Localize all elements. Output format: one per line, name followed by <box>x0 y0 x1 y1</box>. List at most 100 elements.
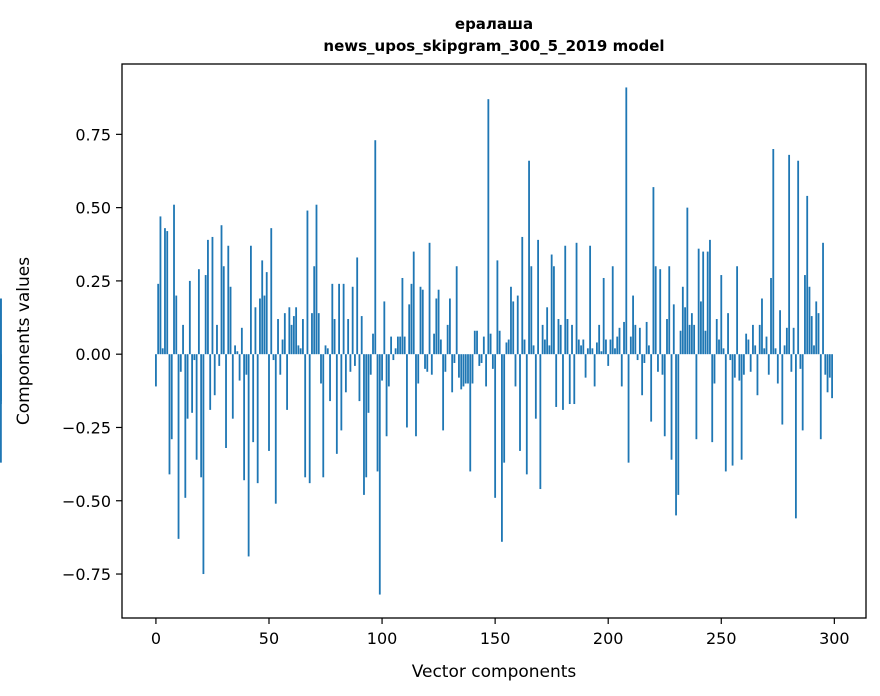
bar <box>718 339 720 355</box>
y-axis: −0.75 −0.50 −0.25 0.00 0.25 0.50 0.75 <box>62 125 122 584</box>
bar <box>550 254 553 355</box>
bar <box>193 354 196 361</box>
bar <box>568 354 571 405</box>
bar <box>634 324 637 355</box>
bar <box>403 336 406 355</box>
bar <box>453 354 456 363</box>
bar <box>369 354 372 375</box>
bar <box>765 336 768 355</box>
bar <box>197 269 200 355</box>
bar <box>503 354 506 463</box>
bar <box>580 345 582 355</box>
bar <box>663 354 666 437</box>
bar <box>415 354 417 437</box>
bar <box>442 354 445 431</box>
bar <box>277 319 279 355</box>
bar <box>173 204 175 355</box>
bar <box>618 327 621 355</box>
bar <box>530 266 533 355</box>
bar <box>471 354 474 384</box>
bar <box>245 354 248 375</box>
bar <box>308 354 311 484</box>
bar <box>464 354 467 384</box>
bar <box>392 354 395 361</box>
bar <box>534 354 537 419</box>
bar <box>697 248 700 355</box>
x-tick-label: 100 <box>367 629 398 648</box>
bar <box>288 307 291 355</box>
bar <box>801 354 804 431</box>
bar <box>553 266 555 355</box>
bar <box>225 354 227 448</box>
chart-title-line-2: news_upos_skipgram_300_5_2019 model <box>323 37 664 55</box>
bar <box>813 345 815 355</box>
bar <box>519 354 521 451</box>
bar <box>704 330 707 355</box>
bar <box>702 251 705 355</box>
bar <box>207 239 209 355</box>
bar <box>401 277 404 355</box>
chart-title-line-1: ералаша <box>455 15 533 33</box>
bar <box>283 313 286 355</box>
bar <box>722 348 725 355</box>
bar <box>657 354 659 372</box>
bar <box>593 354 596 387</box>
bar <box>449 298 451 355</box>
bar <box>684 307 686 355</box>
x-tick-label: 200 <box>593 629 624 648</box>
bar <box>724 354 727 472</box>
bar <box>428 242 431 355</box>
bar <box>487 99 490 355</box>
bar <box>528 160 530 355</box>
bar <box>824 354 827 375</box>
bar <box>451 354 454 393</box>
bar <box>236 351 239 355</box>
bar <box>222 266 225 355</box>
bar <box>546 307 549 355</box>
bar <box>473 330 476 355</box>
bar <box>358 354 361 402</box>
bar <box>478 354 481 366</box>
bar <box>822 242 824 355</box>
bar <box>200 354 203 478</box>
bar <box>507 339 510 355</box>
bar <box>444 354 447 372</box>
bar <box>182 324 184 355</box>
bar <box>573 354 576 405</box>
x-tick-label: 250 <box>706 629 737 648</box>
bar <box>311 313 313 355</box>
bar <box>794 354 797 519</box>
bar <box>349 354 352 372</box>
bar <box>424 354 426 369</box>
y-tick-label: 0.25 <box>75 272 111 291</box>
bar <box>317 313 320 355</box>
bar <box>188 280 191 355</box>
bar <box>159 216 162 355</box>
bar <box>616 336 619 355</box>
bar <box>745 333 748 355</box>
bar <box>713 354 716 384</box>
y-tick-label: −0.25 <box>62 418 111 437</box>
bar <box>227 245 230 355</box>
bar <box>157 283 160 355</box>
bar <box>259 298 261 355</box>
bar <box>666 319 668 355</box>
bar <box>715 319 718 355</box>
bar <box>394 348 397 355</box>
bar <box>598 324 601 355</box>
bar <box>202 354 205 575</box>
bar <box>344 354 347 393</box>
bar <box>290 324 293 355</box>
bar <box>686 207 689 355</box>
bar <box>315 204 318 355</box>
bar <box>693 324 696 355</box>
bar <box>322 354 325 478</box>
bar <box>360 316 363 355</box>
bar <box>525 354 528 475</box>
bar <box>566 319 569 355</box>
bar <box>191 354 194 413</box>
bar <box>254 307 257 355</box>
x-tick-label: 0 <box>151 629 161 648</box>
bar <box>367 354 370 413</box>
bar <box>0 354 2 405</box>
